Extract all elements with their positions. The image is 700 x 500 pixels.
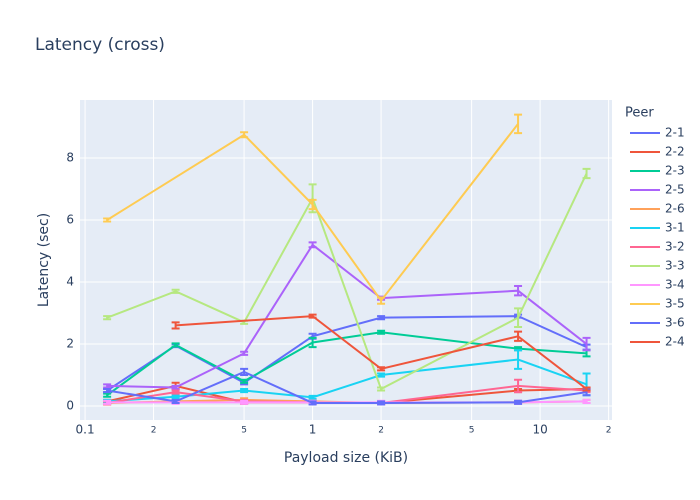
x-tick-label: 0.1	[76, 423, 95, 437]
y-tick-label: 2	[66, 337, 74, 351]
error-bar	[514, 330, 523, 342]
error-bar	[308, 198, 317, 211]
y-tick-label: 0	[66, 399, 74, 413]
legend-label: 3-2	[665, 240, 685, 254]
error-bar	[582, 167, 591, 180]
error-bar	[377, 296, 386, 305]
legend-label: 2-4	[665, 335, 685, 349]
x-axis-title: Payload size (KiB)	[284, 450, 408, 466]
error-bar	[103, 392, 112, 398]
legend-label: 3-1	[665, 221, 685, 235]
error-bar	[240, 350, 249, 356]
error-bar	[308, 313, 317, 319]
error-bar	[171, 321, 180, 330]
x-tick-label: 2	[151, 426, 157, 436]
error-bar	[377, 400, 386, 406]
x-tick-label: 5	[241, 426, 247, 436]
legend-label: 3-3	[665, 259, 685, 273]
error-bar	[514, 399, 523, 405]
error-bar	[582, 398, 591, 404]
error-bar	[240, 378, 249, 384]
plot-area	[80, 100, 612, 420]
error-bar	[171, 384, 180, 390]
chart-title: Latency (cross)	[35, 35, 165, 55]
error-bar	[514, 113, 523, 135]
legend-label: 2-2	[665, 145, 685, 159]
y-tick-label: 8	[66, 150, 74, 164]
error-bar	[308, 241, 317, 249]
y-axis-title: Latency (sec)	[36, 213, 52, 307]
error-bar	[171, 398, 180, 404]
error-bar	[514, 307, 523, 328]
x-tick-label: 10	[532, 423, 547, 437]
error-bar	[514, 378, 523, 394]
error-bar	[308, 394, 317, 400]
legend-label: 2-5	[665, 183, 685, 197]
error-bar	[582, 386, 591, 392]
error-bar	[171, 394, 180, 400]
error-bar	[240, 367, 249, 377]
y-tick-label: 4	[66, 275, 74, 289]
error-bar	[514, 349, 523, 370]
legend-label: 2-3	[665, 164, 685, 178]
error-bar	[377, 315, 386, 321]
error-bar	[240, 387, 249, 394]
legend-label: 2-6	[665, 202, 685, 216]
error-bar	[582, 336, 591, 352]
error-bar	[377, 366, 386, 372]
legend-label: 3-6	[665, 316, 685, 330]
error-bar	[240, 131, 249, 139]
x-tick-label: 1	[309, 423, 317, 437]
legend-title: Peer	[625, 106, 654, 121]
error-bar	[377, 386, 386, 392]
x-tick-label: 5	[469, 426, 475, 436]
error-bar	[171, 342, 180, 348]
error-bar	[240, 399, 249, 405]
error-bar	[171, 288, 180, 294]
error-bar	[308, 336, 317, 349]
error-bar	[514, 285, 523, 297]
error-bar	[103, 315, 112, 321]
x-tick-label: 2	[606, 426, 612, 436]
legend-label: 3-4	[665, 278, 685, 292]
y-tick-label: 6	[66, 213, 74, 227]
error-bar	[103, 399, 112, 405]
error-bar	[103, 383, 112, 389]
error-bar	[171, 389, 180, 395]
legend-label: 2-1	[665, 126, 685, 140]
legend-label: 3-5	[665, 297, 685, 311]
error-bar	[103, 217, 112, 223]
error-bar	[377, 329, 386, 335]
x-tick-label: 2	[378, 426, 384, 436]
error-bar	[377, 372, 386, 378]
error-bar	[308, 400, 317, 406]
error-bar	[103, 387, 112, 394]
